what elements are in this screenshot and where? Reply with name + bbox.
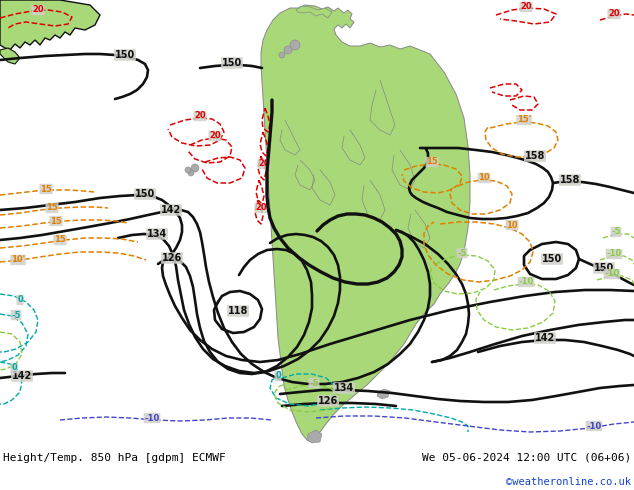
Text: 10': 10' bbox=[11, 255, 25, 265]
Text: 15': 15' bbox=[517, 116, 531, 124]
Circle shape bbox=[284, 46, 292, 54]
Text: 150: 150 bbox=[115, 50, 135, 60]
Text: 150: 150 bbox=[542, 254, 562, 264]
Text: 126: 126 bbox=[318, 396, 338, 406]
Circle shape bbox=[290, 40, 300, 50]
Text: We 05-06-2024 12:00 UTC (06+06): We 05-06-2024 12:00 UTC (06+06) bbox=[422, 453, 631, 463]
Text: 15: 15 bbox=[40, 185, 52, 194]
Text: 118: 118 bbox=[228, 306, 248, 316]
Text: 10: 10 bbox=[506, 220, 518, 229]
Polygon shape bbox=[377, 389, 390, 399]
Polygon shape bbox=[0, 48, 20, 64]
Circle shape bbox=[185, 167, 191, 173]
Text: -5: -5 bbox=[11, 311, 21, 319]
Circle shape bbox=[188, 170, 194, 176]
Text: 142: 142 bbox=[12, 371, 32, 381]
Text: 142: 142 bbox=[535, 333, 555, 343]
Text: -5: -5 bbox=[611, 227, 621, 237]
Text: -10: -10 bbox=[604, 270, 619, 278]
Text: -10: -10 bbox=[586, 421, 602, 431]
Text: 20: 20 bbox=[194, 112, 206, 121]
Text: 15: 15 bbox=[54, 236, 66, 245]
Text: 134: 134 bbox=[147, 229, 167, 239]
Text: 20: 20 bbox=[209, 131, 221, 141]
Text: 134: 134 bbox=[334, 383, 354, 393]
Text: 20: 20 bbox=[256, 203, 267, 213]
Text: -5: -5 bbox=[309, 378, 319, 388]
Text: 150: 150 bbox=[222, 58, 242, 68]
Text: 15: 15 bbox=[50, 217, 62, 225]
Text: -5: -5 bbox=[457, 248, 467, 258]
Text: -10: -10 bbox=[145, 414, 160, 422]
Text: 20: 20 bbox=[258, 160, 270, 169]
Text: 0: 0 bbox=[11, 364, 17, 372]
Text: 10: 10 bbox=[478, 173, 490, 182]
Text: 15: 15 bbox=[426, 157, 438, 167]
Polygon shape bbox=[296, 6, 332, 18]
Text: 0: 0 bbox=[275, 371, 281, 381]
Circle shape bbox=[279, 52, 285, 58]
Text: -10: -10 bbox=[519, 277, 534, 287]
Text: 150: 150 bbox=[594, 263, 614, 273]
Text: 0: 0 bbox=[17, 295, 23, 304]
Text: 158: 158 bbox=[525, 151, 545, 161]
Text: 142: 142 bbox=[161, 205, 181, 215]
Polygon shape bbox=[0, 0, 100, 50]
Circle shape bbox=[191, 164, 199, 172]
Polygon shape bbox=[261, 5, 470, 442]
Text: 15: 15 bbox=[46, 203, 58, 213]
Text: 158: 158 bbox=[560, 175, 580, 185]
Polygon shape bbox=[307, 430, 322, 443]
Text: -10: -10 bbox=[606, 249, 621, 259]
Text: 126: 126 bbox=[162, 253, 182, 263]
Text: ©weatheronline.co.uk: ©weatheronline.co.uk bbox=[506, 477, 631, 487]
Text: 20: 20 bbox=[608, 9, 620, 19]
Text: 20: 20 bbox=[32, 5, 44, 15]
Text: 150: 150 bbox=[135, 189, 155, 199]
Text: Height/Temp. 850 hPa [gdpm] ECMWF: Height/Temp. 850 hPa [gdpm] ECMWF bbox=[3, 453, 226, 463]
Text: 20: 20 bbox=[520, 2, 532, 11]
